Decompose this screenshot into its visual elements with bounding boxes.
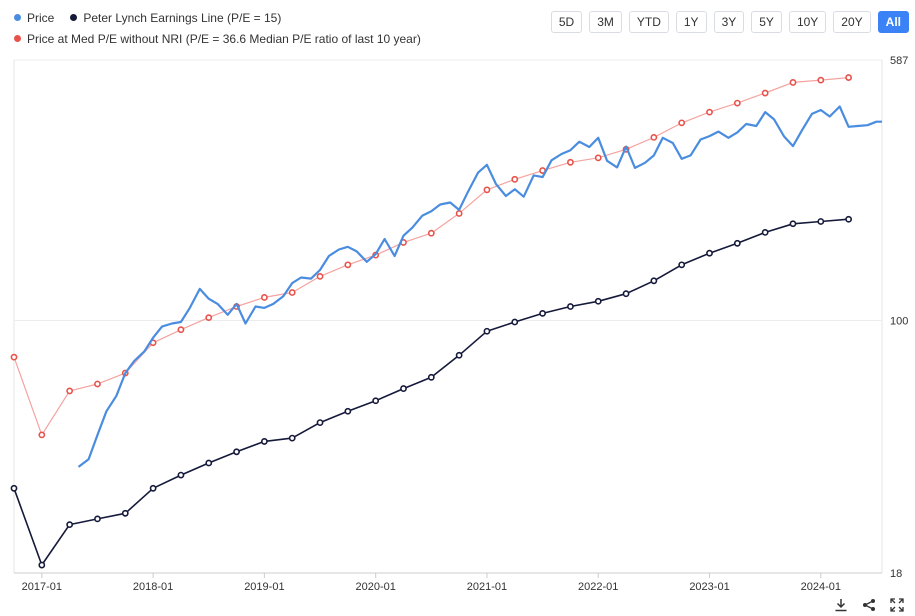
data-point-median	[205, 314, 213, 322]
data-point-median	[316, 272, 324, 280]
data-point-lynch	[594, 297, 602, 305]
data-point-lynch	[288, 434, 296, 442]
data-point-lynch	[205, 459, 213, 467]
data-point-lynch	[94, 515, 101, 523]
data-point-lynch	[121, 509, 129, 517]
share-icon[interactable]	[861, 598, 877, 612]
data-point-median	[817, 76, 825, 84]
data-point-lynch	[316, 419, 324, 426]
range-button-5d[interactable]: 5D	[550, 11, 583, 33]
data-point-median	[260, 294, 268, 301]
data-point-median	[427, 229, 435, 237]
data-point-lynch	[177, 471, 185, 479]
data-point-lynch	[650, 277, 658, 285]
x-tick-label: 2017-01	[22, 581, 62, 593]
data-point-lynch	[427, 373, 435, 381]
data-point-median	[567, 158, 574, 166]
x-tick-label: 2023-01	[689, 581, 729, 593]
data-point-median	[344, 261, 352, 269]
data-point-lynch	[260, 438, 268, 445]
data-point-median	[706, 108, 713, 116]
data-point-median	[678, 119, 686, 127]
series-price	[77, 105, 882, 468]
data-point-lynch	[817, 218, 825, 225]
data-point-lynch	[38, 561, 46, 569]
chart-legend: Price Peter Lynch Earnings Line (P/E = 1…	[14, 7, 437, 49]
data-point-median	[288, 289, 296, 296]
range-selector: 5D 3M YTD 1Y 3Y 5Y 10Y 20Y All	[550, 11, 909, 33]
y-tick-label: 100	[890, 316, 908, 328]
legend-item-lynch[interactable]: Peter Lynch Earnings Line (P/E = 15)	[70, 11, 281, 25]
data-point-median	[761, 89, 769, 97]
legend-dot-price	[14, 14, 21, 21]
x-tick-label: 2020-01	[355, 581, 395, 593]
data-point-median	[38, 431, 46, 439]
series-line-lynch	[13, 218, 849, 566]
data-point-lynch	[622, 290, 630, 298]
x-tick-label: 2021-01	[467, 581, 507, 593]
data-point-lynch	[344, 407, 352, 415]
legend-dot-median	[14, 35, 21, 42]
x-tick-label: 2022-01	[578, 581, 618, 593]
expand-icon[interactable]	[889, 598, 905, 612]
data-point-lynch	[733, 239, 741, 247]
data-point-median	[483, 186, 491, 194]
x-tick-label: 2019-01	[244, 581, 284, 593]
data-point-median	[94, 380, 101, 388]
data-point-lynch	[10, 484, 18, 492]
data-point-median	[177, 326, 185, 334]
x-tick-label: 2024-01	[801, 581, 841, 593]
series-line-price	[77, 105, 882, 468]
data-point-lynch	[761, 228, 769, 236]
range-button-5y[interactable]: 5Y	[751, 11, 782, 33]
range-button-all[interactable]: All	[877, 11, 909, 33]
range-button-20y[interactable]: 20Y	[833, 11, 871, 33]
range-button-ytd[interactable]: YTD	[628, 11, 669, 33]
data-point-median	[650, 133, 658, 141]
data-point-median	[66, 387, 74, 395]
y-tick-label: 587	[890, 55, 908, 67]
series-line-median	[13, 77, 849, 436]
legend-label-lynch: Peter Lynch Earnings Line (P/E = 15)	[83, 10, 282, 25]
data-point-lynch	[511, 318, 519, 326]
data-point-lynch	[678, 261, 686, 269]
data-point-lynch	[455, 351, 463, 359]
data-point-lynch	[233, 448, 240, 456]
data-point-median	[511, 175, 519, 183]
data-point-lynch	[149, 484, 157, 492]
x-tick-label: 2018-01	[133, 581, 173, 593]
data-point-lynch	[400, 385, 407, 392]
range-button-3y[interactable]: 3Y	[713, 11, 745, 33]
data-point-median	[845, 74, 853, 81]
legend-item-price[interactable]: Price	[14, 11, 54, 25]
data-point-lynch	[845, 215, 853, 223]
data-point-median	[594, 154, 602, 162]
data-point-lynch	[539, 309, 546, 317]
series-median	[10, 74, 853, 439]
data-point-median	[455, 210, 463, 217]
legend-dot-lynch	[70, 14, 78, 21]
data-point-lynch	[567, 303, 574, 310]
range-button-10y[interactable]: 10Y	[788, 11, 827, 33]
range-button-1y[interactable]: 1Y	[675, 11, 707, 33]
data-point-median	[789, 79, 797, 86]
legend-item-median[interactable]: Price at Med P/E without NRI (P/E = 36.6…	[14, 32, 421, 46]
data-point-lynch	[483, 327, 491, 335]
data-point-lynch	[66, 521, 74, 529]
data-point-lynch	[372, 397, 380, 405]
legend-label-price: Price	[27, 10, 55, 25]
data-point-median	[733, 99, 741, 107]
range-button-3m[interactable]: 3M	[589, 11, 622, 33]
series-lynch	[10, 215, 853, 569]
data-point-lynch	[789, 220, 797, 228]
y-tick-label: 18	[890, 568, 902, 580]
data-point-median	[10, 353, 18, 361]
chart-toolbar	[833, 598, 905, 612]
legend-label-median: Price at Med P/E without NRI (P/E = 36.6…	[27, 31, 421, 46]
data-point-lynch	[706, 249, 713, 257]
download-icon[interactable]	[833, 598, 849, 612]
